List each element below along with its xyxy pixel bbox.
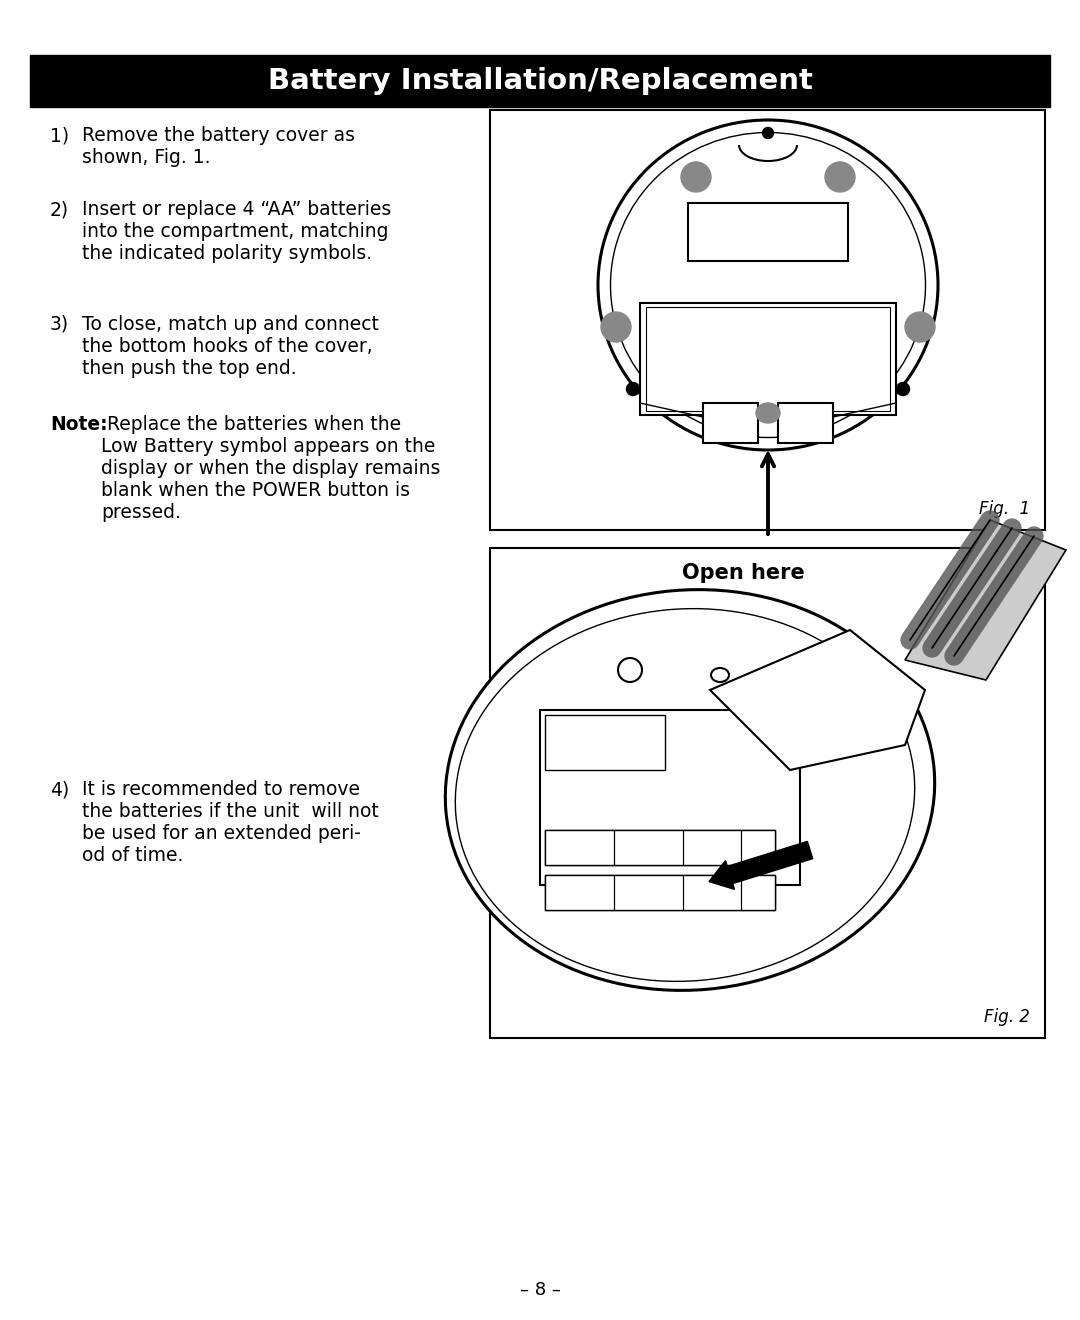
- Ellipse shape: [598, 120, 939, 450]
- Bar: [545, 830, 775, 865]
- Ellipse shape: [610, 132, 926, 437]
- Polygon shape: [905, 520, 1066, 680]
- Text: Fig.  1: Fig. 1: [978, 500, 1030, 517]
- Bar: [545, 715, 665, 770]
- Bar: [30, 55, 1050, 107]
- Text: Battery Installation/Replacement: Battery Installation/Replacement: [268, 67, 812, 95]
- Text: It is recommended to remove
the batteries if the unit  will not
be used for an e: It is recommended to remove the batterie…: [82, 780, 379, 865]
- Ellipse shape: [445, 590, 934, 990]
- Text: Replace the batteries when the
Low Battery symbol appears on the
display or when: Replace the batteries when the Low Batte…: [102, 414, 441, 521]
- Bar: [545, 875, 775, 909]
- Text: 1): 1): [50, 125, 69, 145]
- Text: Note:: Note:: [50, 414, 108, 434]
- Bar: [688, 203, 848, 261]
- Text: Fig. 2: Fig. 2: [984, 1008, 1030, 1026]
- Text: Insert or replace 4 “AA” batteries
into the compartment, matching
the indicated : Insert or replace 4 “AA” batteries into …: [82, 201, 391, 263]
- Ellipse shape: [456, 609, 915, 981]
- Polygon shape: [710, 630, 924, 770]
- Bar: [545, 830, 775, 865]
- Circle shape: [825, 162, 855, 191]
- Circle shape: [762, 128, 773, 139]
- Bar: [778, 403, 833, 444]
- Text: – 8 –: – 8 –: [519, 1280, 561, 1299]
- Circle shape: [618, 657, 642, 682]
- Bar: [545, 875, 775, 909]
- Bar: [646, 308, 890, 411]
- Bar: [640, 304, 896, 414]
- Ellipse shape: [756, 403, 780, 422]
- Bar: [490, 110, 1045, 531]
- Circle shape: [896, 383, 909, 396]
- Circle shape: [600, 312, 631, 342]
- Text: 3): 3): [50, 315, 69, 334]
- Bar: [490, 548, 1045, 1038]
- Text: To close, match up and connect
the bottom hooks of the cover,
then push the top : To close, match up and connect the botto…: [82, 315, 379, 378]
- Circle shape: [626, 383, 639, 396]
- Text: Remove the battery cover as
shown, Fig. 1.: Remove the battery cover as shown, Fig. …: [82, 125, 355, 168]
- FancyArrow shape: [708, 841, 812, 890]
- Circle shape: [681, 162, 711, 191]
- Text: 4): 4): [50, 780, 69, 799]
- Bar: [703, 403, 758, 444]
- Text: Open here: Open here: [681, 564, 805, 583]
- Circle shape: [905, 312, 935, 342]
- Text: 2): 2): [50, 201, 69, 219]
- Bar: [540, 710, 800, 884]
- Ellipse shape: [711, 668, 729, 682]
